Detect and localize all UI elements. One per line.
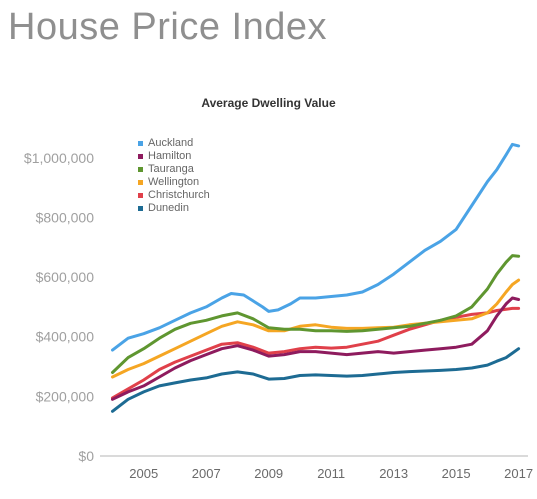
legend-swatch-wellington: [138, 180, 143, 185]
x-tick-label: 2009: [254, 466, 283, 481]
legend-label-wellington: Wellington: [148, 176, 199, 188]
legend: AucklandHamiltonTaurangaWellingtonChrist…: [138, 137, 210, 214]
series-line-dunedin: [111, 347, 521, 413]
series-line-hamilton: [111, 296, 521, 401]
chart-title: Average Dwelling Value: [201, 96, 336, 110]
legend-swatch-dunedin: [138, 206, 143, 211]
legend-label-christchurch: Christchurch: [148, 189, 210, 201]
y-tick-label: $200,000: [36, 388, 95, 404]
legend-label-auckland: Auckland: [148, 137, 193, 149]
y-tick-label: $600,000: [36, 269, 95, 285]
page-title: House Price Index: [8, 6, 327, 48]
x-tick-label: 2017: [504, 466, 533, 481]
x-tick-label: 2005: [129, 466, 158, 481]
y-tick-label: $400,000: [36, 329, 95, 345]
legend-swatch-tauranga: [138, 167, 143, 172]
series-line-christchurch: [111, 306, 521, 400]
series-lines: [111, 142, 521, 413]
x-tick-label: 2007: [192, 466, 221, 481]
series-line-wellington: [111, 278, 521, 379]
legend-label-hamilton: Hamilton: [148, 150, 191, 162]
y-tick-labels: $0 $200,000 $400,000 $600,000 $800,000 $1,000…: [24, 150, 94, 464]
y-tick-label: $0: [78, 448, 94, 464]
x-tick-label: 2011: [317, 466, 345, 481]
series-line-tauranga: [111, 254, 521, 374]
legend-swatch-auckland: [138, 141, 143, 146]
x-tick-label: 2013: [379, 466, 408, 481]
series-line-auckland: [111, 142, 521, 352]
x-tick-labels: 2005 2007 2009 2011 2013 2015 2017: [129, 466, 533, 481]
legend-label-dunedin: Dunedin: [148, 202, 189, 214]
legend-label-tauranga: Tauranga: [148, 163, 195, 175]
y-tick-label: $1,000,000: [24, 150, 94, 166]
x-tick-label: 2015: [442, 466, 471, 481]
legend-swatch-hamilton: [138, 154, 143, 159]
legend-swatch-christchurch: [138, 193, 143, 198]
y-tick-label: $800,000: [36, 209, 95, 225]
